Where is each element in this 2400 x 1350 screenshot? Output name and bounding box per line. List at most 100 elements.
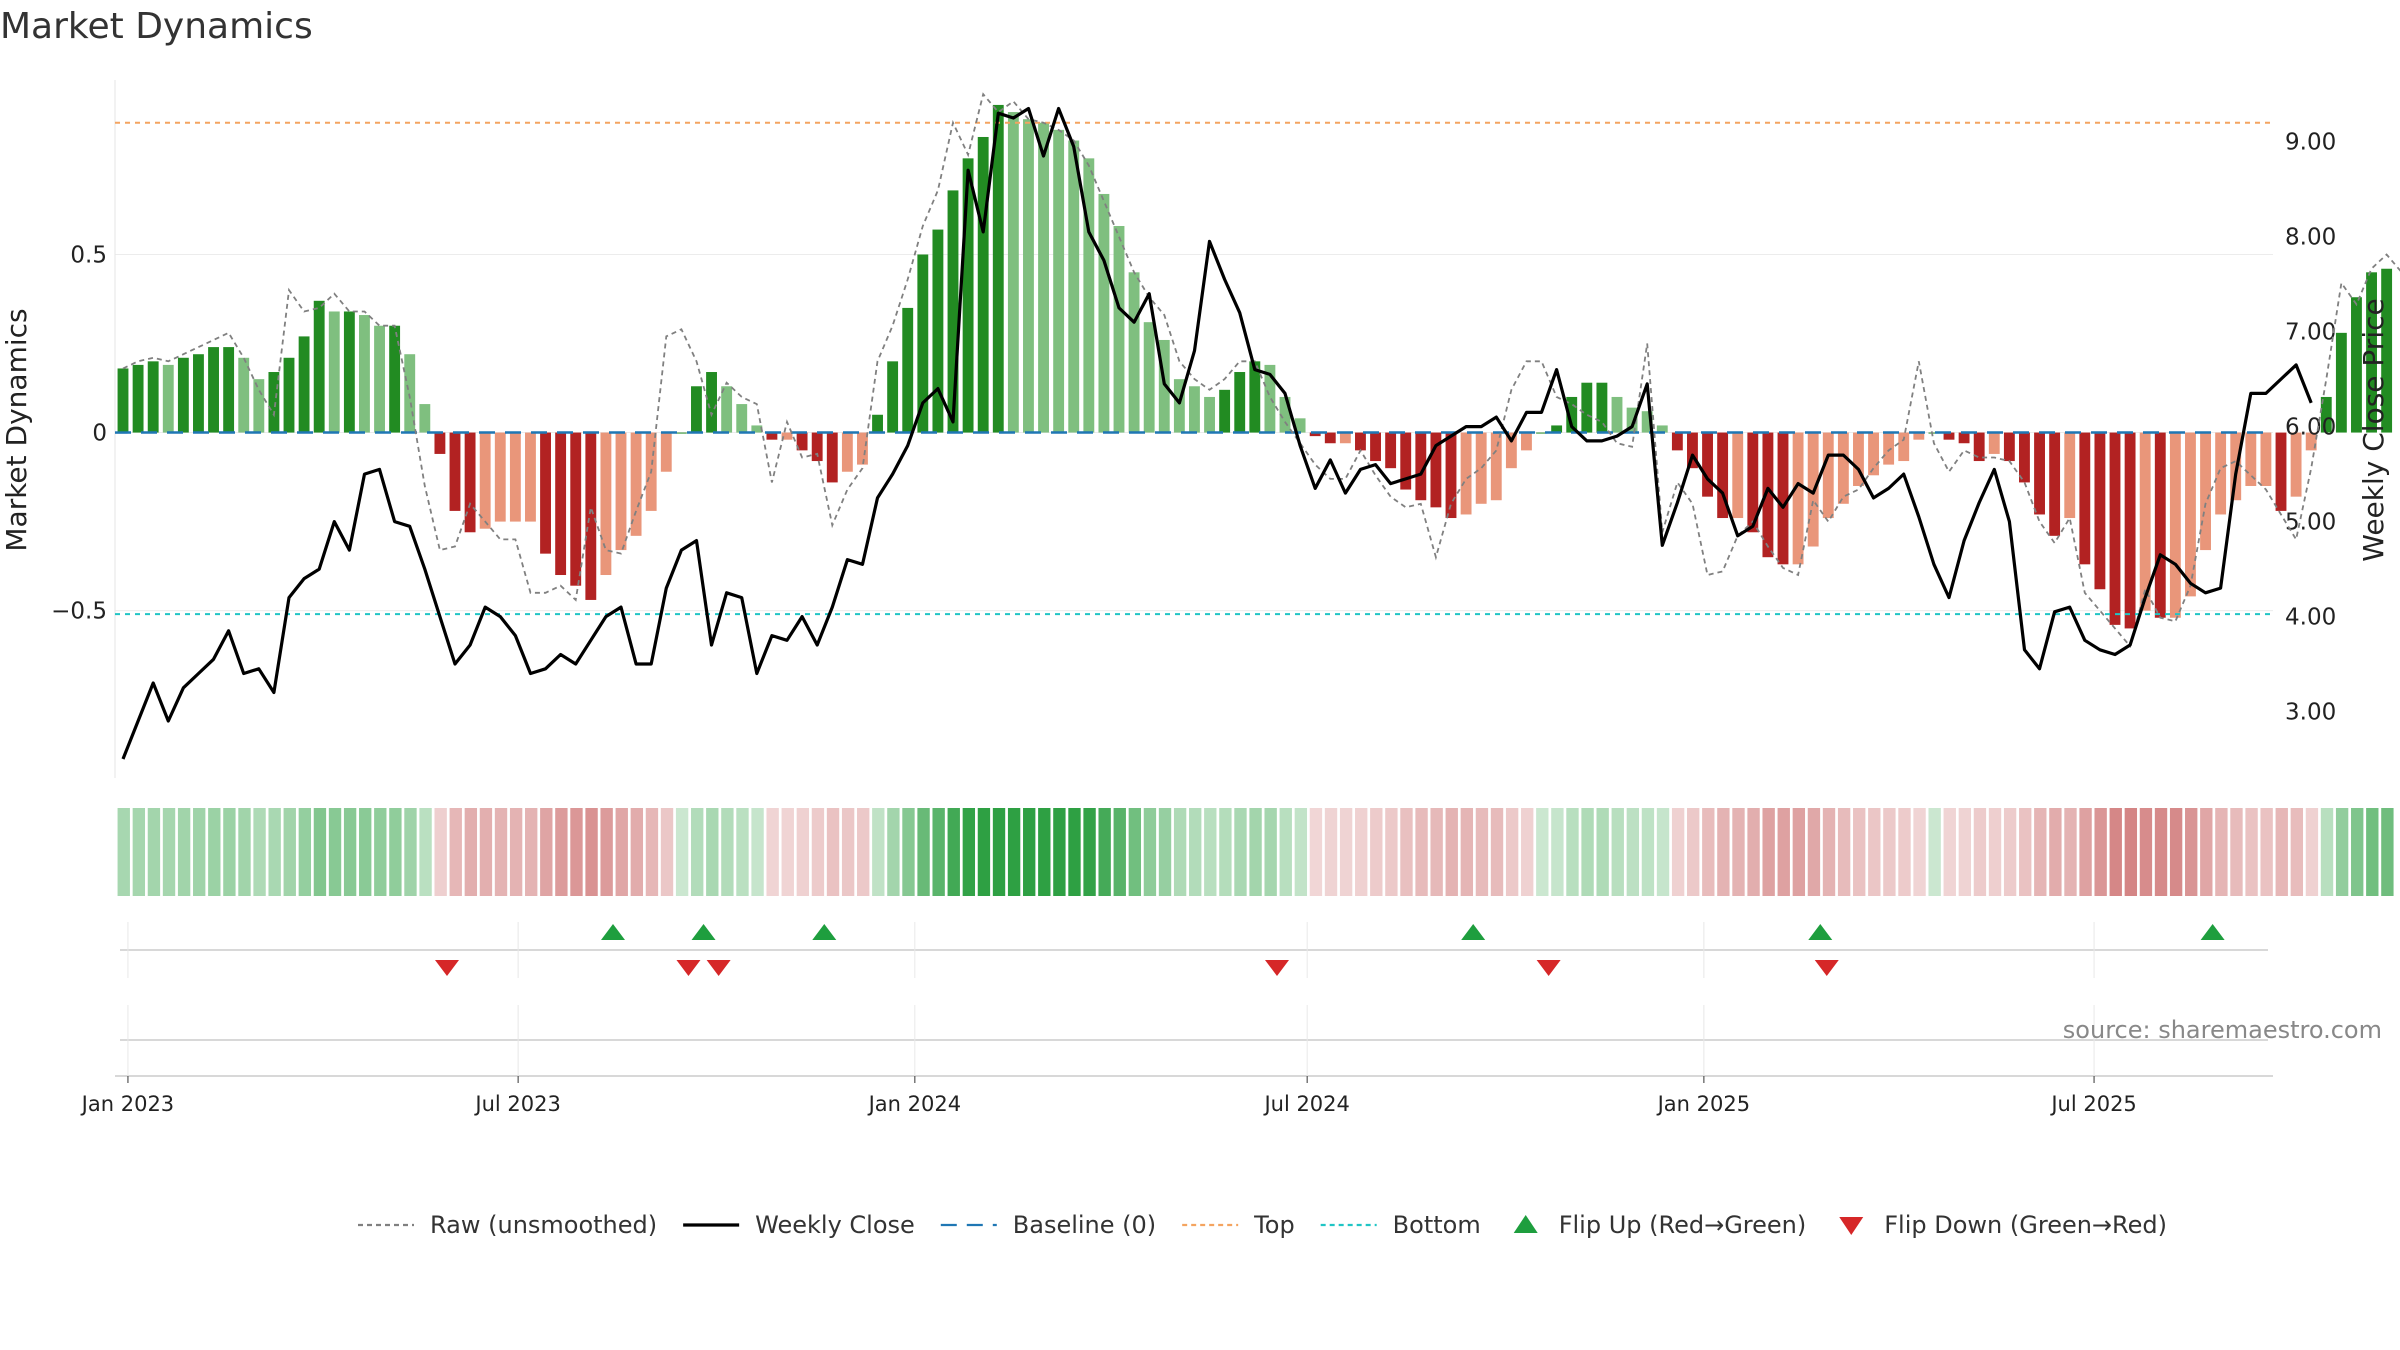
dynamics-bar xyxy=(2320,396,2332,433)
dynamics-bar xyxy=(917,254,929,433)
raw-series xyxy=(122,92,2400,649)
regime-cell xyxy=(706,808,719,896)
regime-cell xyxy=(2109,808,2122,896)
dynamics-bar xyxy=(872,414,883,433)
chart-title: Market Dynamics xyxy=(0,6,313,47)
dynamics-bar xyxy=(253,379,265,433)
regime-cell xyxy=(1249,808,1262,896)
flip-down-marker xyxy=(1265,960,1289,976)
regime-cell xyxy=(675,808,689,896)
regime-cell xyxy=(2064,808,2077,896)
right-tick-label: 7.00 xyxy=(2285,320,2336,346)
dynamics-bar xyxy=(1868,432,1879,476)
regime-cell xyxy=(2154,808,2168,896)
regime-cell xyxy=(132,808,146,896)
regime-cell xyxy=(1309,808,1323,896)
regime-cell xyxy=(1128,808,1142,896)
dynamics-bar xyxy=(2200,432,2211,551)
dynamics-bar xyxy=(932,229,944,433)
regime-cell xyxy=(1234,808,1247,896)
dynamics-bar xyxy=(509,432,521,522)
dynamics-bar xyxy=(2275,432,2287,511)
dynamics-bar xyxy=(1083,158,1095,433)
dynamics-bar xyxy=(660,432,672,472)
dynamics-bar xyxy=(419,404,431,433)
regime-cell xyxy=(1626,808,1640,896)
x-tick-label: Jan 2023 xyxy=(80,1092,175,1116)
regime-cell xyxy=(540,808,553,896)
regime-cell xyxy=(253,808,266,896)
dynamics-bar xyxy=(691,386,702,433)
x-axis-ticks: Jan 2023 Jul 2023 Jan 2024 Jul 2024 Jan 2025… xyxy=(80,1076,2137,1116)
legend-label: Flip Down (Green→Red) xyxy=(1884,1211,2167,1239)
regime-cell xyxy=(2260,808,2273,896)
regime-cell xyxy=(826,808,840,896)
legend-label: Baseline (0) xyxy=(1013,1211,1156,1239)
flip-up-marker xyxy=(2200,924,2225,940)
dynamics-bar xyxy=(1822,432,1834,519)
dynamics-bar xyxy=(2094,432,2106,590)
regime-cell xyxy=(1173,808,1187,896)
regime-cell xyxy=(1385,808,1398,896)
regime-cell xyxy=(932,808,945,896)
regime-cell xyxy=(1611,808,1624,896)
flip-down-marker xyxy=(1814,960,1839,976)
regime-cell xyxy=(389,808,402,896)
regime-cell xyxy=(660,808,674,896)
dynamics-bar xyxy=(494,432,506,522)
regime-cell xyxy=(1038,808,1051,896)
regime-cell xyxy=(766,808,779,896)
dynamics-bar xyxy=(1430,432,1442,508)
dynamics-bar xyxy=(1053,129,1065,433)
regime-cell xyxy=(2139,808,2153,896)
flip-up-marker xyxy=(1461,924,1486,940)
dynamics-bar xyxy=(1913,432,1925,440)
regime-cell xyxy=(1671,808,1685,896)
regime-cell xyxy=(1777,808,1790,896)
dynamics-bar xyxy=(2109,432,2121,625)
regime-cell xyxy=(328,808,342,896)
regime-cell xyxy=(615,808,628,896)
regime-cell xyxy=(1596,808,1609,896)
dynamics-bar xyxy=(132,364,144,433)
regime-cell xyxy=(1339,808,1353,896)
dynamics-bar xyxy=(2381,268,2393,433)
regime-cell xyxy=(1007,808,1021,896)
regime-cell xyxy=(1943,808,1956,896)
dynamics-bar xyxy=(193,354,204,433)
dynamics-bar xyxy=(1687,432,1698,469)
regime-cell xyxy=(162,808,176,896)
x-tick-label: Jan 2024 xyxy=(867,1092,962,1116)
dynamics-bar xyxy=(902,307,914,433)
dynamics-bar xyxy=(1294,418,1306,433)
dynamics-bar xyxy=(147,361,159,433)
regime-cell xyxy=(1762,808,1775,896)
dynamics-bar xyxy=(2351,297,2362,433)
dynamics-bar xyxy=(1490,432,1502,501)
dynamics-bar xyxy=(1445,432,1457,519)
dynamics-bar xyxy=(1656,425,1668,433)
flip-up-marker xyxy=(691,924,716,940)
dynamics-bar xyxy=(2185,432,2196,597)
dynamics-bar xyxy=(359,315,370,433)
regime-cell xyxy=(1400,808,1413,896)
left-tick-label: 0 xyxy=(92,421,107,447)
regime-cell xyxy=(2034,808,2047,896)
regime-cell xyxy=(947,808,960,896)
regime-cell xyxy=(1113,808,1126,896)
legend-label: Top xyxy=(1253,1211,1295,1239)
regime-cell xyxy=(1656,808,1670,896)
regime-cell xyxy=(811,808,825,896)
regime-cell xyxy=(857,808,870,896)
regime-cell xyxy=(2094,808,2107,896)
dynamics-bar xyxy=(1264,364,1276,433)
dynamics-bar xyxy=(1173,379,1185,433)
dynamics-bar xyxy=(1204,396,1215,433)
right-tick-label: 3.00 xyxy=(2285,700,2336,726)
regime-cell xyxy=(419,808,432,896)
regime-cell xyxy=(313,808,327,896)
source-label: source: sharemaestro.com xyxy=(2063,1016,2382,1044)
regime-cell xyxy=(1490,808,1504,896)
dynamics-bar xyxy=(1324,432,1336,444)
regime-cell xyxy=(872,808,885,896)
